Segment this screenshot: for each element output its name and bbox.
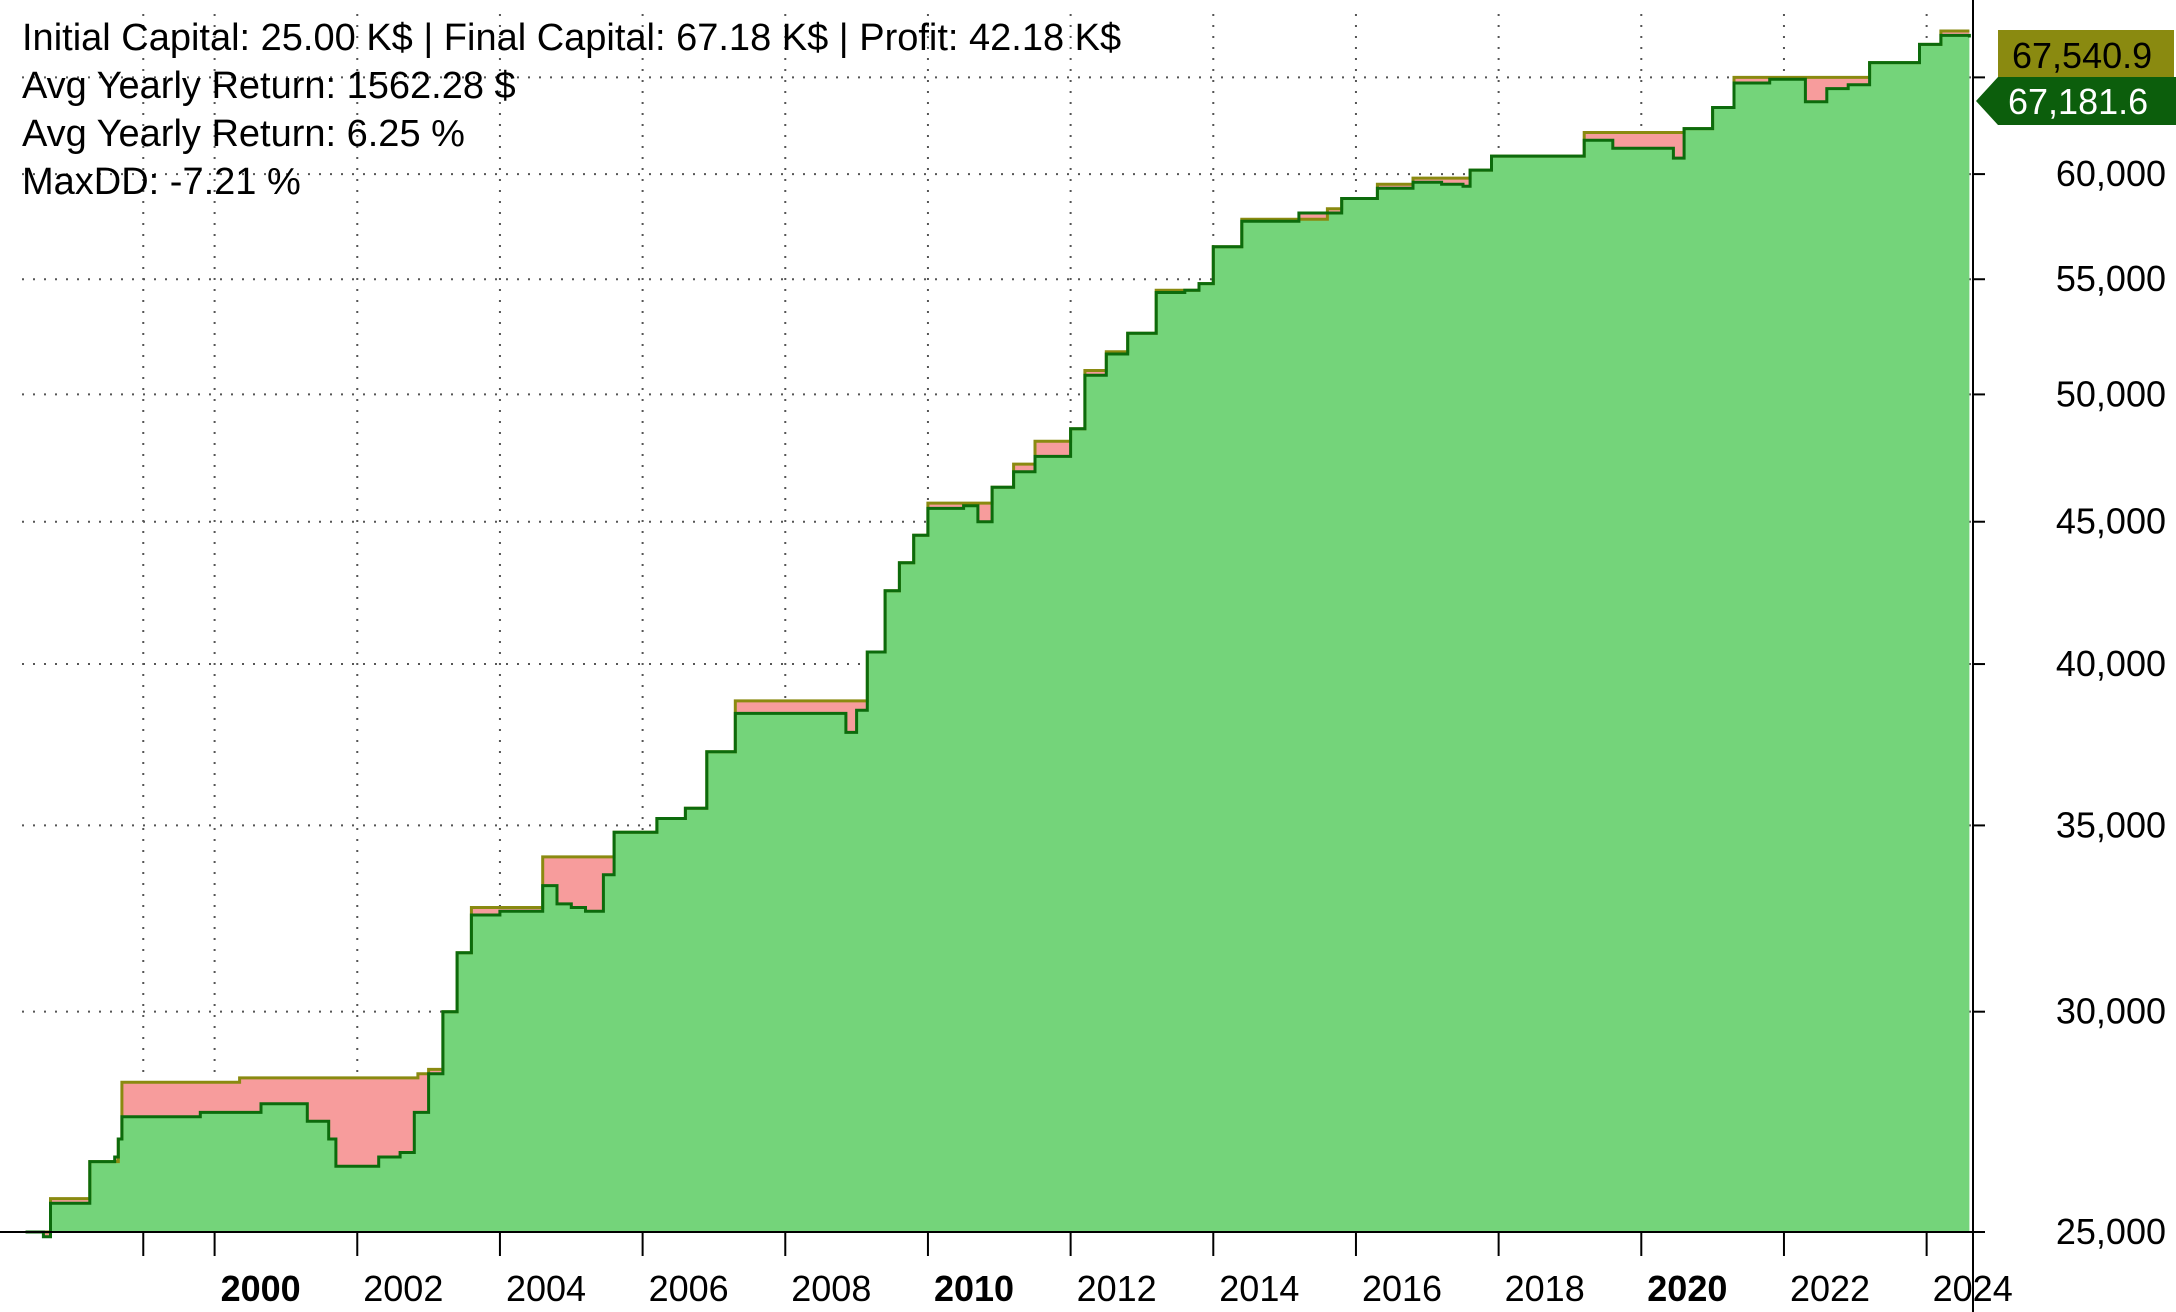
y-axis-ticks: 25,000 30,000 35,000 40,000 45,000 50,000 55,0… xyxy=(1973,56,2166,1252)
x-tick-label-2004: 2004 xyxy=(506,1268,586,1309)
y-tick-label-25000: 25,000 xyxy=(2056,1211,2166,1252)
x-tick-label-2018: 2018 xyxy=(1505,1268,1585,1309)
price-tag-peak: 67,540.9 xyxy=(1998,30,2174,80)
price-tag-last-label: 67,181.6 xyxy=(2008,81,2148,122)
equity-line-series xyxy=(25,33,1971,1239)
stats-avg-yearly-return-dollars: Avg Yearly Return: 1562.28 $ xyxy=(22,65,516,107)
x-tick-label-2014: 2014 xyxy=(1219,1268,1299,1309)
price-tag-last: 67,181.6 xyxy=(1976,77,2176,125)
stats-max-drawdown: MaxDD: -7.21 % xyxy=(22,161,301,203)
price-tag-peak-background xyxy=(1998,30,2174,80)
axes xyxy=(0,0,1974,1312)
y-tick-label-40000: 40,000 xyxy=(2056,643,2166,684)
x-tick-label-2012: 2012 xyxy=(1077,1268,1157,1309)
equity-area-series xyxy=(25,35,1970,1237)
y-tick-label-30000: 30,000 xyxy=(2056,991,2166,1032)
x-tick-label-2022: 2022 xyxy=(1790,1268,1870,1309)
y-tick-label-55000: 55,000 xyxy=(2056,258,2166,299)
x-tick-label-2006: 2006 xyxy=(649,1268,729,1309)
price-tag-peak-label: 67,540.9 xyxy=(2012,35,2152,76)
x-tick-label-2016: 2016 xyxy=(1362,1268,1442,1309)
x-tick-label-2010: 2010 xyxy=(934,1268,1014,1309)
x-tick-label-2002: 2002 xyxy=(363,1268,443,1309)
stats-capital-profit: Initial Capital: 25.00 K$ | Final Capita… xyxy=(22,17,1121,59)
y-tick-label-50000: 50,000 xyxy=(2056,373,2166,414)
x-tick-label-2020: 2020 xyxy=(1647,1268,1727,1309)
x-axis-ticks: 2000 2002 2004 2006 2008 2010 2012 2014 2016 2018… xyxy=(142,1232,2013,1309)
y-tick-label-60000: 60,000 xyxy=(2056,153,2166,194)
x-tick-label-2008: 2008 xyxy=(791,1268,871,1309)
x-tick-label-2024: 2024 xyxy=(1933,1268,2013,1309)
y-tick-label-45000: 45,000 xyxy=(2056,501,2166,542)
stats-avg-yearly-return-percent: Avg Yearly Return: 6.25 % xyxy=(22,113,465,155)
stats-panel: Initial Capital: 25.00 K$ | Final Capita… xyxy=(22,17,1121,203)
price-tag-last-background xyxy=(1976,77,2176,125)
y-tick-label-35000: 35,000 xyxy=(2056,804,2166,845)
x-tick-label-2000: 2000 xyxy=(221,1268,301,1309)
